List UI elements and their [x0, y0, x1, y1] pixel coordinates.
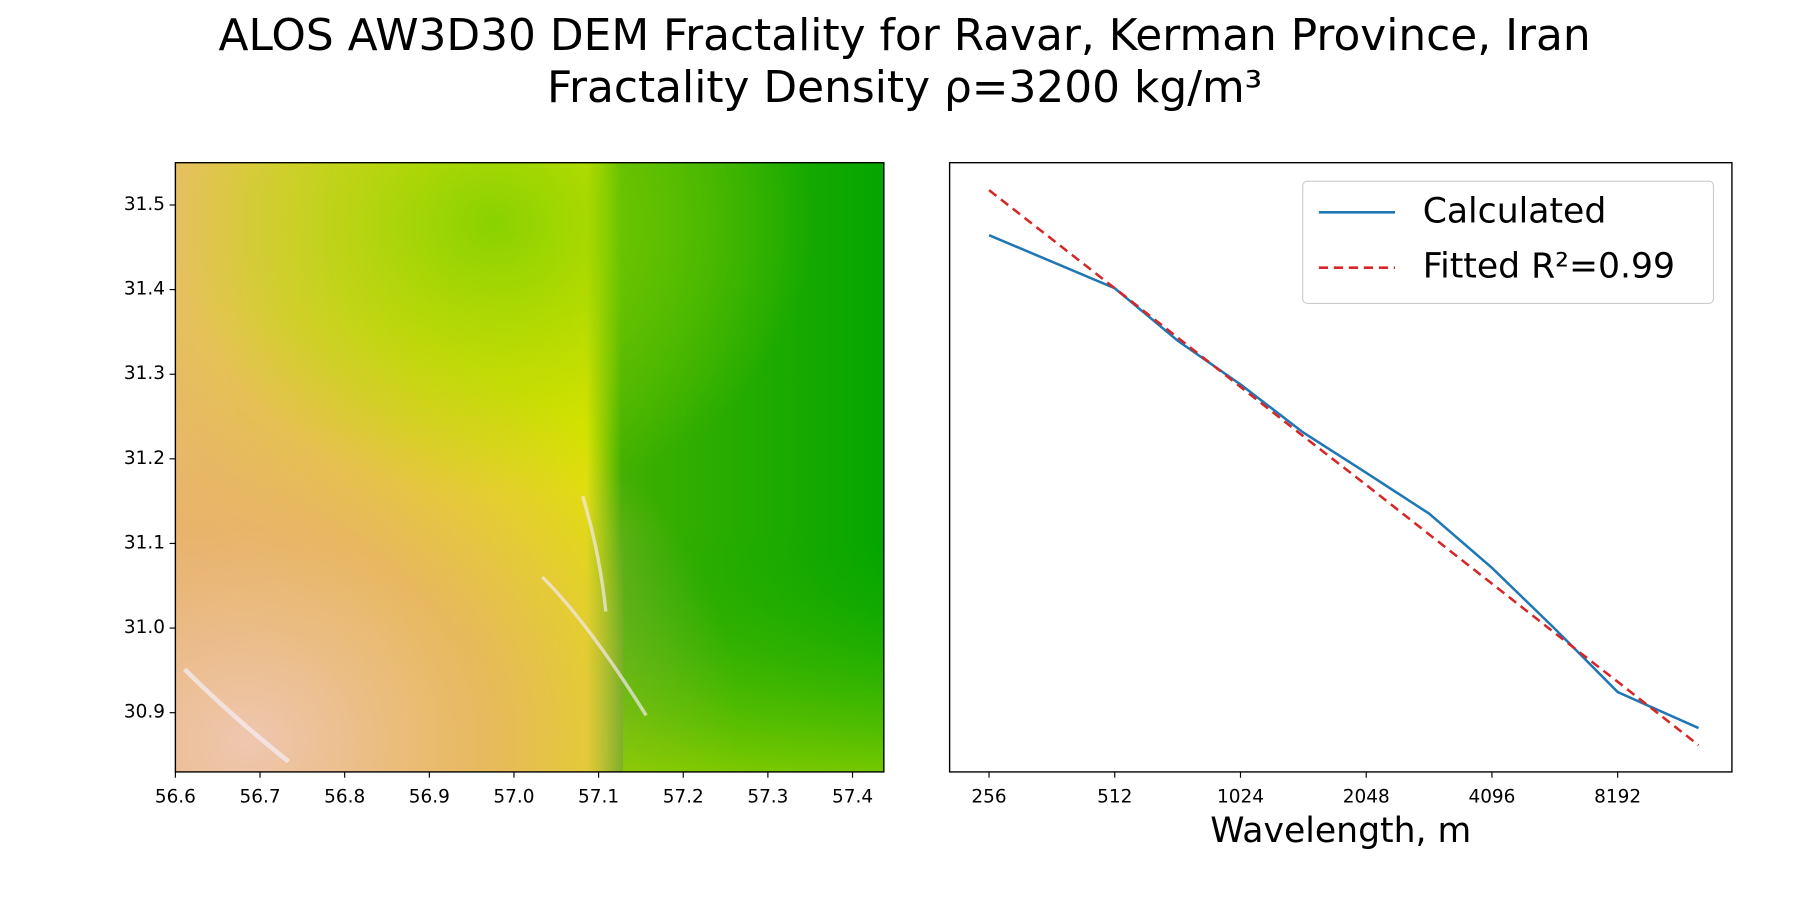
y-tick-label: 31.5 — [124, 194, 165, 215]
axes-frame — [948, 162, 1733, 773]
x-tick-label: 57.1 — [578, 786, 619, 807]
x-tick-label: 56.6 — [155, 786, 196, 807]
x-tick-label: 57.4 — [832, 786, 873, 807]
series-line — [988, 233, 1700, 730]
chart-subtitle: Fractality Density ρ=3200 kg/m³ — [547, 62, 1262, 113]
legend-box — [1302, 180, 1715, 305]
chart-title: ALOS AW3D30 DEM Fractality for Ravar, Ke… — [219, 10, 1591, 61]
y-tick-label: 30.9 — [124, 702, 165, 723]
x-tick-label: 56.8 — [324, 786, 365, 807]
y-tick-label: 31.4 — [124, 279, 165, 300]
axes-frame — [174, 162, 885, 773]
x-tick-label: 57.0 — [493, 786, 534, 807]
x-axis-label: Wavelength, m — [1210, 811, 1471, 851]
x-tick-label: 4096 — [1468, 786, 1515, 807]
x-tick-label: 56.7 — [239, 786, 280, 807]
series-line — [988, 189, 1700, 747]
x-tick-label: 512 — [1097, 786, 1132, 807]
y-tick-label: 31.3 — [124, 363, 165, 384]
dem-image — [175, 162, 884, 772]
x-tick-label: 256 — [971, 786, 1006, 807]
y-tick-label: 31.1 — [124, 532, 165, 553]
y-tick-label: 31.2 — [124, 448, 165, 469]
x-tick-label: 8192 — [1594, 786, 1641, 807]
legend-label: Fitted R²=0.99 — [1423, 247, 1675, 287]
legend: Calculated Fitted R²=0.99 — [1302, 180, 1715, 305]
x-tick-label: 57.3 — [747, 786, 788, 807]
x-tick-label: 57.2 — [663, 786, 704, 807]
y-tick-label: 31.0 — [124, 617, 165, 638]
x-tick-label: 56.9 — [409, 786, 450, 807]
legend-label: Calculated — [1423, 191, 1607, 231]
x-tick-label: 2048 — [1343, 786, 1390, 807]
x-tick-label: 1024 — [1217, 786, 1264, 807]
